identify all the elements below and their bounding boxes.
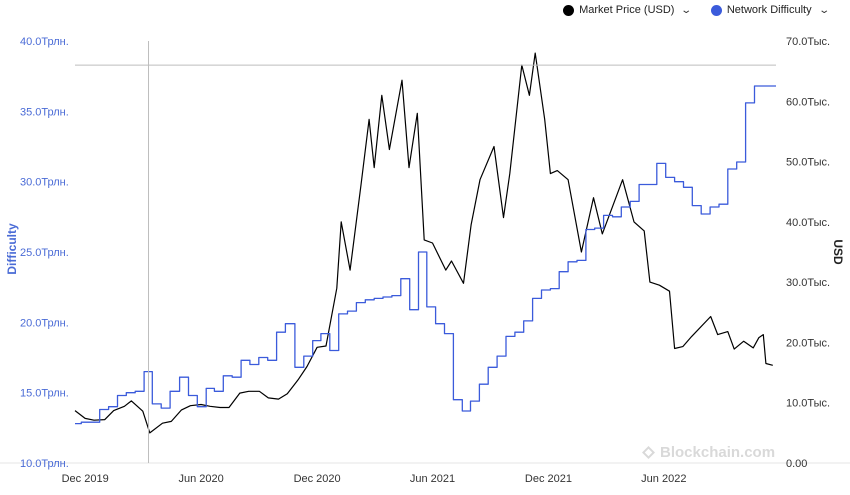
legend-item-market-price[interactable]: Market Price (USD) ⌄ [563, 4, 693, 16]
chevron-down-icon[interactable]: ⌄ [680, 4, 693, 16]
y-left-tick-label: 15.0Трлн. [20, 388, 69, 400]
y-axis-right-title: USD [831, 239, 845, 265]
x-tick-label: Dec 2020 [294, 473, 341, 485]
y-left-tick-label: 35.0Трлн. [20, 106, 69, 118]
legend-label-market-price: Market Price (USD) [579, 4, 675, 16]
x-tick-label: Jun 2021 [410, 473, 455, 485]
blockchain-logo-icon [642, 446, 655, 459]
series-color-dot [710, 4, 722, 16]
x-tick-label: Jun 2022 [641, 473, 686, 485]
x-tick-label: Dec 2019 [62, 473, 109, 485]
y-right-tick-label: 20.0Тыс. [786, 337, 830, 349]
y-left-tick-label: 20.0Трлн. [20, 317, 69, 329]
legend: Market Price (USD) ⌄ Network Difficulty … [543, 4, 830, 16]
x-axis: Dec 2019 Jun 2020 Dec 2020 Jun 2021 Dec 2021… [62, 473, 687, 485]
y-right-tick-label: 60.0Тыс. [786, 96, 830, 108]
series-line-network-difficulty[interactable] [75, 85, 776, 425]
y-right-tick-label: 10.0Тыс. [786, 398, 830, 410]
series-color-dot [563, 4, 575, 16]
y-right-tick-label: 0.00 [786, 458, 807, 470]
y-right-tick-label: 40.0Тыс. [786, 217, 830, 229]
x-tick-label: Jun 2020 [178, 473, 223, 485]
x-tick-label: Dec 2021 [525, 473, 572, 485]
legend-item-network-difficulty[interactable]: Network Difficulty ⌄ [710, 4, 830, 16]
y-left-tick-label: 10.0Трлн. [20, 458, 69, 470]
crosshair [75, 41, 776, 463]
y-right-tick-label: 30.0Тыс. [786, 277, 830, 289]
watermark-text: Blockchain.com [660, 444, 776, 461]
series-layer[interactable] [74, 52, 776, 434]
y-right-tick-label: 70.0Тыс. [786, 36, 830, 48]
y-axis-left-title: Difficulty [5, 223, 19, 275]
watermark: Blockchain.com [642, 444, 775, 461]
y-left-tick-label: 25.0Трлн. [20, 247, 69, 259]
y-left-tick-label: 40.0Трлн. [20, 36, 69, 48]
right-axis: 0.00 10.0Тыс. 20.0Тыс. 30.0Тыс. 40.0Тыс. 50.0… [786, 36, 830, 470]
series-line-market-price[interactable] [74, 52, 773, 434]
left-axis: 10.0Трлн. 15.0Трлн. 20.0Трлн. 25.0Трлн. 30.0… [20, 36, 69, 470]
legend-label-network-difficulty: Network Difficulty [726, 4, 812, 16]
y-left-tick-label: 30.0Трлн. [20, 177, 69, 189]
y-right-tick-label: 50.0Тыс. [786, 157, 830, 169]
chevron-down-icon[interactable]: ⌄ [817, 4, 830, 16]
